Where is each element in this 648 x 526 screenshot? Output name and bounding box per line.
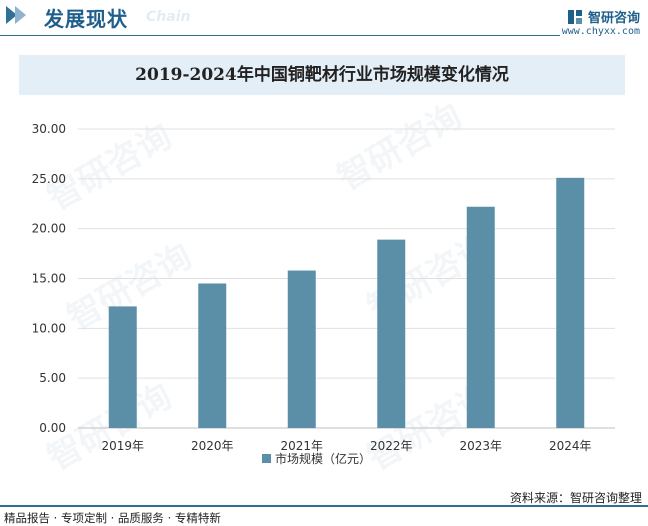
y-tick-label: 10.00 (32, 321, 66, 335)
y-axis-ticks: 0.00 5.00 10.00 15.00 20.00 25.00 30.00 (32, 122, 66, 435)
bar (377, 239, 406, 428)
gridlines (78, 128, 615, 429)
y-tick-label: 25.00 (32, 172, 66, 186)
y-tick-label: 15.00 (32, 272, 66, 286)
bar-series (108, 177, 585, 428)
chart-title: 2019-2024年中国铜靶材行业市场规模变化情况 (135, 65, 509, 85)
x-axis-ticks: 2019年 2020年 2021年 2022年 2023年 2024年 (101, 439, 591, 453)
brand: 智研咨询 (567, 6, 640, 26)
legend-label: 市场规模（亿元） (275, 451, 371, 466)
bar (287, 270, 316, 428)
brand-url: www.chyxx.com (561, 26, 640, 37)
brand-logo-icon (567, 9, 582, 24)
chevron-icon (6, 6, 26, 28)
bar (556, 177, 585, 428)
bar (466, 206, 495, 428)
header-divider (0, 35, 560, 36)
y-tick-label: 5.00 (39, 371, 66, 385)
footer-text: 精品报告 · 专项定制 · 品质服务 · 专精特新 (4, 511, 221, 525)
section-title: 发展现状 (44, 7, 128, 31)
x-tick-label: 2020年 (191, 439, 234, 453)
brand-name: 智研咨询 (587, 11, 640, 26)
y-tick-label: 20.00 (32, 222, 66, 236)
legend: 市场规模（亿元） (262, 451, 371, 466)
x-tick-label: 2019年 (101, 439, 144, 453)
x-tick-label: 2021年 (280, 439, 323, 453)
x-tick-label: 2024年 (549, 439, 592, 453)
y-tick-label: 0.00 (39, 421, 66, 435)
section-header: 发展现状 Chain 智研咨询 www.chyxx.com (0, 0, 648, 37)
bar (108, 306, 137, 428)
bar (198, 283, 227, 428)
source-note: 资料来源：智研咨询整理 (509, 491, 642, 505)
chart-title-box: 2019-2024年中国铜靶材行业市场规模变化情况 (19, 55, 625, 95)
x-tick-label: 2022年 (370, 439, 413, 453)
footer-divider (0, 505, 648, 507)
x-tick-label: 2023年 (459, 439, 502, 453)
section-subtitle: Chain (146, 9, 191, 25)
y-tick-label: 30.00 (32, 122, 66, 136)
legend-swatch (262, 454, 271, 463)
